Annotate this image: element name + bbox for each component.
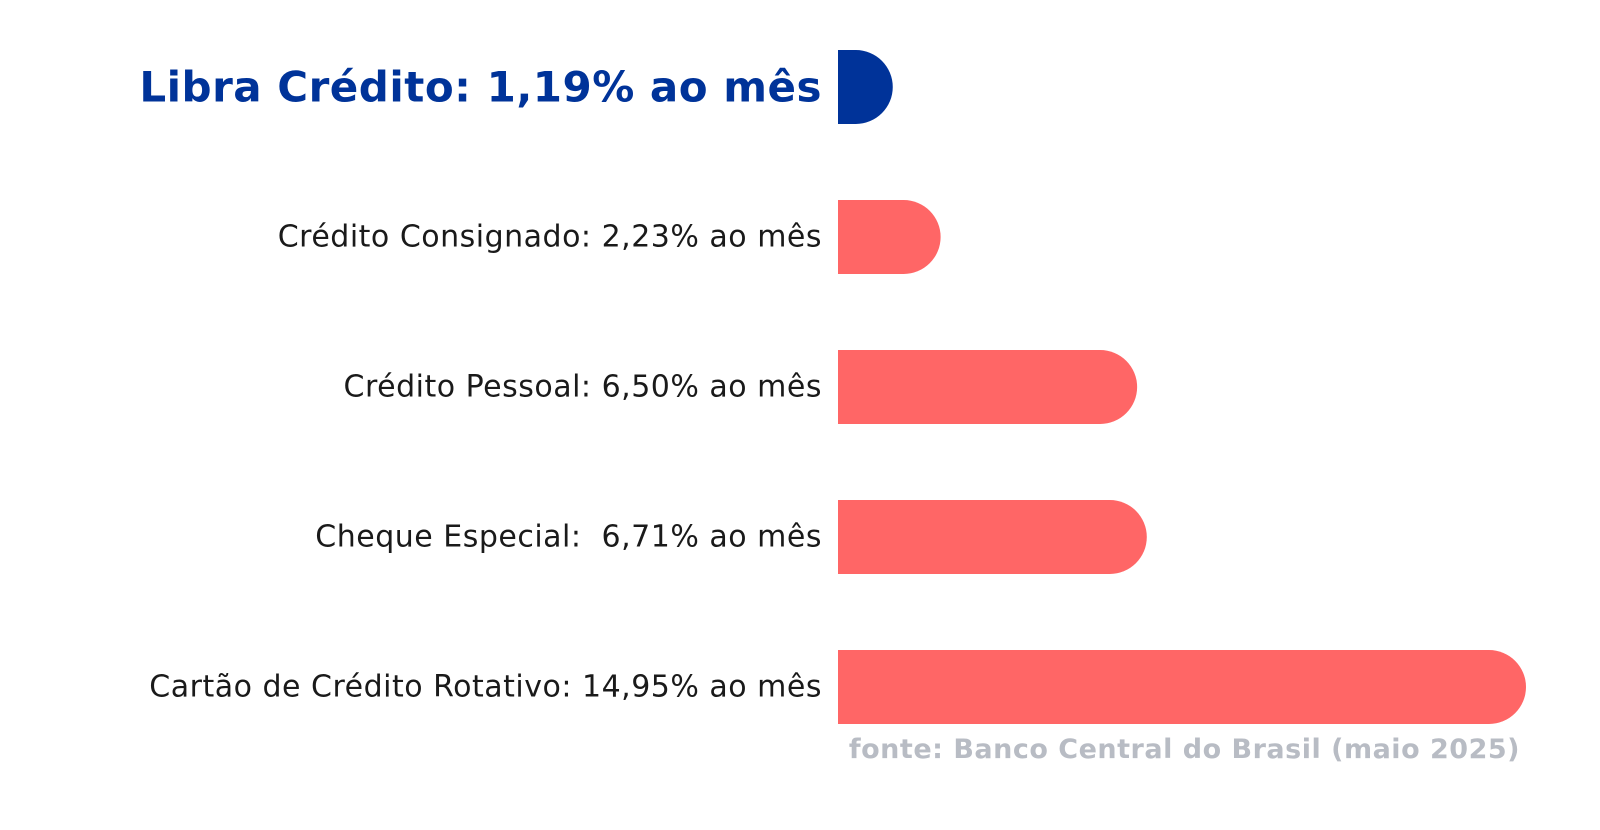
bars-layer <box>838 50 1526 724</box>
labels-layer: Libra Crédito: 1,19% ao mês Crédito Consi… <box>139 63 823 705</box>
bar-libra-credito <box>838 50 893 124</box>
bar-label-cartao-de-credito-rotativo: Cartão de Crédito Rotativo: 14,95% ao mê… <box>149 670 822 705</box>
bar-cheque-especial <box>838 500 1147 574</box>
bar-credito-consignado <box>838 200 941 274</box>
bar-label-cheque-especial: Cheque Especial: 6,71% ao mês <box>315 520 822 555</box>
source-note: fonte: Banco Central do Brasil (maio 202… <box>849 734 1520 765</box>
bar-credito-pessoal <box>838 350 1138 424</box>
bar-label-credito-pessoal: Crédito Pessoal: 6,50% ao mês <box>344 370 823 405</box>
bar-label-credito-consignado: Crédito Consignado: 2,23% ao mês <box>278 220 822 255</box>
bar-label-libra-credito: Libra Crédito: 1,19% ao mês <box>139 63 822 112</box>
bar-cartao-de-credito-rotativo <box>838 650 1526 724</box>
